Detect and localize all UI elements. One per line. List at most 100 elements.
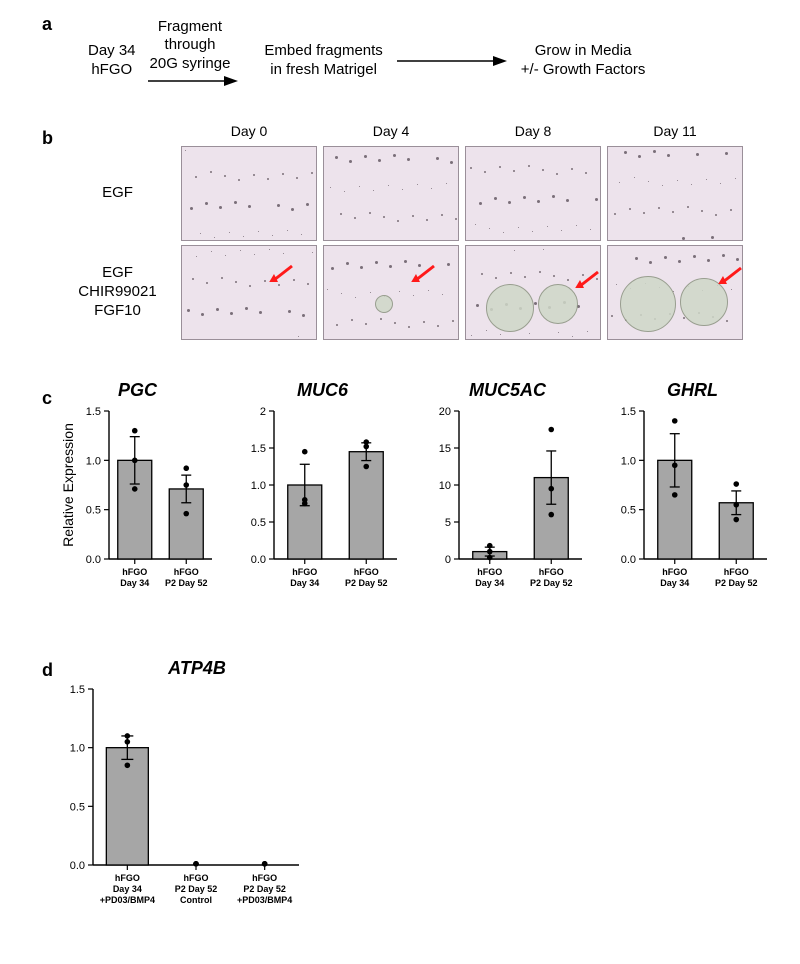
svg-text:hFGO: hFGO: [174, 567, 199, 577]
svg-text:0.0: 0.0: [621, 554, 636, 566]
chart-title: MUC5AC: [425, 380, 590, 401]
svg-text:P2 Day 52: P2 Day 52: [345, 578, 388, 588]
chart-body: 0.00.51.01.5hFGODay 34+PD03/BMP4hFGOP2 D…: [55, 683, 315, 928]
svg-text:P2 Day 52: P2 Day 52: [715, 578, 758, 588]
svg-text:hFGO: hFGO: [724, 567, 749, 577]
svg-text:hFGO: hFGO: [539, 567, 564, 577]
flow-step-2-line2: through: [150, 36, 231, 55]
bar-chart: PGC0.00.51.01.5Relative ExpressionhFGODa…: [55, 380, 220, 610]
micrograph: [607, 245, 743, 340]
bar-chart-svg: 05101520hFGODay 34hFGOP2 Day 52: [425, 405, 590, 605]
panel-b-col-header: Day 8: [465, 123, 601, 139]
micrograph: [465, 245, 601, 340]
svg-text:Relative Expression: Relative Expression: [60, 423, 76, 547]
flow-step-4-line1: Grow in Media: [521, 42, 646, 61]
bar-chart-svg: 0.00.51.01.5hFGODay 34hFGOP2 Day 52: [610, 405, 775, 605]
flow-step-4-line2: +/- Growth Factors: [521, 61, 646, 80]
micrograph: [323, 245, 459, 340]
svg-text:Day 34: Day 34: [660, 578, 689, 588]
svg-text:hFGO: hFGO: [252, 873, 277, 883]
bar-chart-svg: 0.00.51.01.52hFGODay 34hFGOP2 Day 52: [240, 405, 405, 605]
svg-text:hFGO: hFGO: [115, 873, 140, 883]
chart-body: 0.00.51.01.5hFGODay 34hFGOP2 Day 52: [610, 405, 775, 605]
svg-text:1.5: 1.5: [251, 443, 266, 455]
micrograph: [465, 146, 601, 241]
svg-text:5: 5: [445, 517, 451, 529]
svg-text:P2 Day 52: P2 Day 52: [175, 884, 218, 894]
flow-step-3: Embed fragments in fresh Matrigel: [264, 42, 382, 80]
bar-chart: MUC5AC05101520hFGODay 34hFGOP2 Day 52: [425, 380, 590, 610]
svg-text:+PD03/BMP4: +PD03/BMP4: [237, 895, 292, 905]
flow-step-1-line1: Day 34: [88, 42, 136, 61]
chart-title: MUC6: [240, 380, 405, 401]
flow-step-1: Day 34 hFGO: [88, 42, 136, 80]
svg-text:hFGO: hFGO: [122, 567, 147, 577]
svg-text:P2 Day 52: P2 Day 52: [530, 578, 573, 588]
chart-body: 0.00.51.01.52hFGODay 34hFGOP2 Day 52: [240, 405, 405, 605]
svg-text:0.0: 0.0: [86, 554, 101, 566]
micrograph: [323, 146, 459, 241]
panel-d: ATP4B 0.00.51.01.5hFGODay 34+PD03/BMP4hF…: [55, 658, 315, 928]
panel-b-row2-label: EGFCHIR99021FGF10: [60, 264, 175, 320]
flow-step-1-line2: hFGO: [88, 61, 136, 80]
panel-b: Day 0Day 4Day 8Day 11EGFEGFCHIR99021FGF1…: [60, 120, 760, 340]
flow-step-2: Fragment through 20G syringe: [150, 18, 231, 74]
svg-text:20: 20: [439, 406, 451, 418]
svg-text:1.0: 1.0: [251, 480, 266, 492]
svg-text:1.0: 1.0: [70, 743, 85, 755]
svg-text:Day 34: Day 34: [113, 884, 142, 894]
svg-text:0.5: 0.5: [251, 517, 266, 529]
svg-text:P2 Day 52: P2 Day 52: [243, 884, 286, 894]
panel-label-c: c: [42, 388, 52, 409]
red-arrow-icon: [715, 266, 743, 284]
chart-title: PGC: [55, 380, 220, 401]
svg-text:0.5: 0.5: [86, 505, 101, 517]
svg-text:+PD03/BMP4: +PD03/BMP4: [100, 895, 155, 905]
panel-c: PGC0.00.51.01.5Relative ExpressionhFGODa…: [55, 380, 775, 640]
svg-text:hFGO: hFGO: [184, 873, 209, 883]
red-arrow-icon: [266, 264, 294, 282]
svg-text:hFGO: hFGO: [292, 567, 317, 577]
panel-label-d: d: [42, 660, 53, 681]
svg-text:0: 0: [445, 554, 451, 566]
panel-b-col-header: Day 4: [323, 123, 459, 139]
micrograph: [181, 245, 317, 340]
svg-text:1.5: 1.5: [621, 406, 636, 418]
flow-arrow-1: [148, 74, 238, 88]
micrograph: [607, 146, 743, 241]
flow-step-2-line3: 20G syringe: [150, 55, 231, 74]
chart-body: 0.00.51.01.5Relative ExpressionhFGODay 3…: [55, 405, 220, 605]
svg-text:1.5: 1.5: [70, 684, 85, 696]
svg-text:0.5: 0.5: [70, 801, 85, 813]
svg-text:10: 10: [439, 480, 451, 492]
svg-text:Day 34: Day 34: [120, 578, 149, 588]
panel-label-b: b: [42, 128, 53, 149]
chart-body: 05101520hFGODay 34hFGOP2 Day 52: [425, 405, 590, 605]
svg-text:1.0: 1.0: [621, 455, 636, 467]
svg-text:Day 34: Day 34: [290, 578, 319, 588]
panel-a-flow: Day 34 hFGO Fragment through 20G syringe…: [88, 12, 728, 100]
micrograph: [181, 146, 317, 241]
flow-step-3-line2: in fresh Matrigel: [264, 61, 382, 80]
svg-text:1.0: 1.0: [86, 455, 101, 467]
panel-b-col-header: Day 0: [181, 123, 317, 139]
svg-text:hFGO: hFGO: [477, 567, 502, 577]
svg-text:0.5: 0.5: [621, 505, 636, 517]
svg-text:Day 34: Day 34: [475, 578, 504, 588]
red-arrow-icon: [408, 264, 436, 282]
svg-text:0.0: 0.0: [251, 554, 266, 566]
bar-chart-svg: 0.00.51.01.5Relative ExpressionhFGODay 3…: [55, 405, 220, 605]
flow-step-2-line1: Fragment: [150, 18, 231, 37]
panel-b-row1-label: EGF: [60, 184, 175, 203]
chart-title: GHRL: [610, 380, 775, 401]
flow-step-4: Grow in Media +/- Growth Factors: [521, 42, 646, 80]
svg-text:hFGO: hFGO: [662, 567, 687, 577]
svg-text:Control: Control: [180, 895, 212, 905]
flow-arrow-2: [397, 54, 507, 68]
panel-d-title: ATP4B: [79, 658, 315, 679]
svg-text:15: 15: [439, 443, 451, 455]
bar-chart-svg: 0.00.51.01.5hFGODay 34+PD03/BMP4hFGOP2 D…: [55, 683, 305, 923]
svg-text:P2 Day 52: P2 Day 52: [165, 578, 208, 588]
flow-step-3-line1: Embed fragments: [264, 42, 382, 61]
svg-text:0.0: 0.0: [70, 860, 85, 872]
